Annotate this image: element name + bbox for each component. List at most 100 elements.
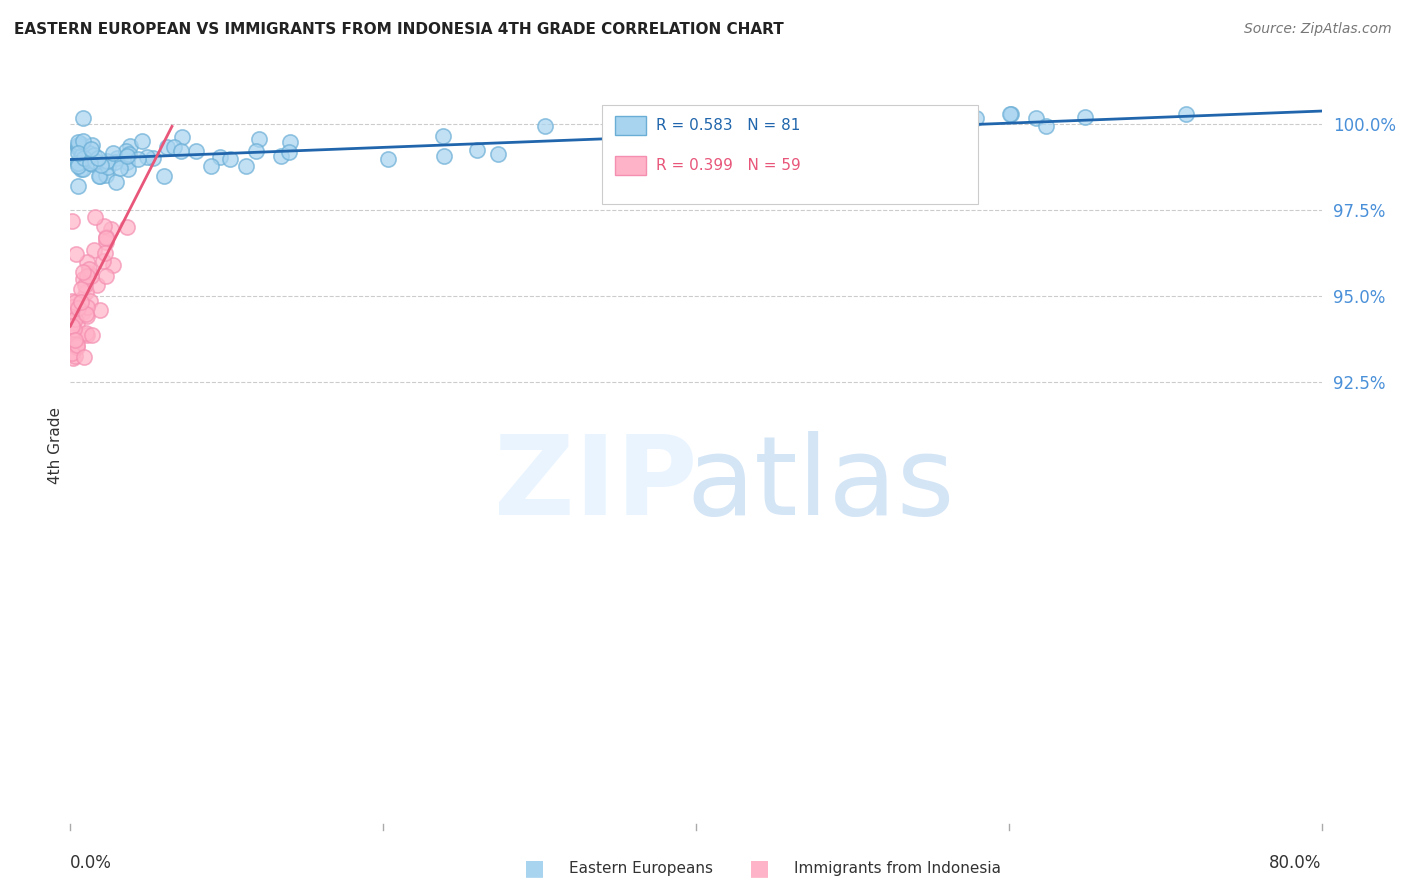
Point — [83, 243, 105, 257]
Point — [63, 333, 86, 347]
Point — [96, 154, 118, 169]
Point — [76, 255, 98, 269]
Text: 0.0%: 0.0% — [70, 855, 112, 872]
Point — [235, 159, 257, 173]
Point — [60, 304, 83, 318]
FancyBboxPatch shape — [602, 104, 977, 204]
Point — [209, 150, 232, 164]
Point — [72, 111, 94, 125]
Point — [63, 349, 86, 363]
Point — [170, 130, 193, 145]
Point — [80, 142, 103, 156]
Point — [245, 144, 267, 158]
Point — [82, 156, 104, 170]
Point — [76, 309, 98, 323]
Point — [131, 134, 153, 148]
Point — [79, 156, 101, 170]
Point — [270, 148, 292, 162]
Text: atlas: atlas — [688, 431, 955, 538]
Point — [136, 150, 159, 164]
Point — [103, 258, 125, 272]
Point — [67, 141, 90, 155]
Point — [67, 179, 90, 194]
Bar — [614, 116, 645, 136]
Point — [79, 269, 101, 284]
Point — [72, 162, 94, 177]
Point — [67, 301, 90, 315]
Point — [75, 307, 97, 321]
Point — [62, 300, 84, 314]
Point — [66, 308, 89, 322]
Point — [200, 159, 222, 173]
Point — [60, 316, 83, 330]
Point — [62, 303, 84, 318]
Point — [104, 155, 127, 169]
Point — [1174, 107, 1197, 121]
Text: Eastern Europeans: Eastern Europeans — [569, 861, 713, 876]
Point — [76, 268, 98, 283]
Point — [100, 221, 122, 235]
Point — [1025, 111, 1047, 125]
Point — [247, 132, 270, 146]
Point — [73, 153, 96, 168]
Point — [79, 294, 101, 309]
Text: Source: ZipAtlas.com: Source: ZipAtlas.com — [1244, 22, 1392, 37]
Text: ZIP: ZIP — [494, 431, 697, 538]
Point — [67, 156, 90, 170]
Text: R = 0.399   N = 59: R = 0.399 N = 59 — [657, 158, 800, 173]
Point — [94, 235, 117, 249]
Point — [63, 312, 86, 326]
Point — [115, 144, 138, 158]
Point — [73, 277, 96, 292]
Point — [93, 219, 115, 233]
Point — [84, 154, 107, 169]
Point — [533, 120, 555, 134]
Point — [664, 132, 686, 146]
Point — [69, 151, 91, 165]
Point — [94, 246, 117, 260]
Point — [117, 154, 139, 169]
Point — [72, 305, 94, 319]
Point — [60, 318, 83, 333]
Point — [115, 219, 138, 234]
Point — [813, 141, 835, 155]
Point — [91, 253, 114, 268]
Bar — [614, 156, 645, 175]
Point — [77, 145, 100, 160]
Point — [72, 272, 94, 286]
Point — [67, 160, 90, 174]
Point — [105, 151, 128, 165]
Point — [486, 147, 509, 161]
Point — [76, 328, 98, 343]
Point — [105, 175, 128, 189]
Point — [80, 138, 103, 153]
Point — [94, 168, 117, 182]
Point — [82, 154, 104, 169]
Point — [101, 146, 124, 161]
Point — [1035, 119, 1057, 133]
Point — [1000, 107, 1022, 121]
Point — [142, 151, 165, 165]
Point — [1000, 107, 1022, 121]
Point — [75, 285, 97, 299]
Point — [63, 336, 86, 351]
Point — [73, 151, 96, 165]
Point — [184, 144, 207, 158]
Point — [77, 262, 100, 277]
Point — [62, 305, 84, 319]
Point — [117, 148, 139, 162]
Point — [432, 128, 454, 143]
Point — [433, 149, 456, 163]
Point — [70, 292, 93, 306]
Point — [90, 158, 112, 172]
Point — [60, 300, 83, 314]
Point — [63, 321, 86, 335]
Point — [218, 152, 240, 166]
Text: ■: ■ — [524, 858, 544, 878]
Point — [1074, 111, 1097, 125]
Point — [83, 148, 105, 162]
Point — [965, 111, 987, 125]
Point — [87, 169, 110, 183]
Text: R = 0.583   N = 81: R = 0.583 N = 81 — [657, 118, 800, 133]
Y-axis label: 4th Grade: 4th Grade — [48, 408, 63, 484]
